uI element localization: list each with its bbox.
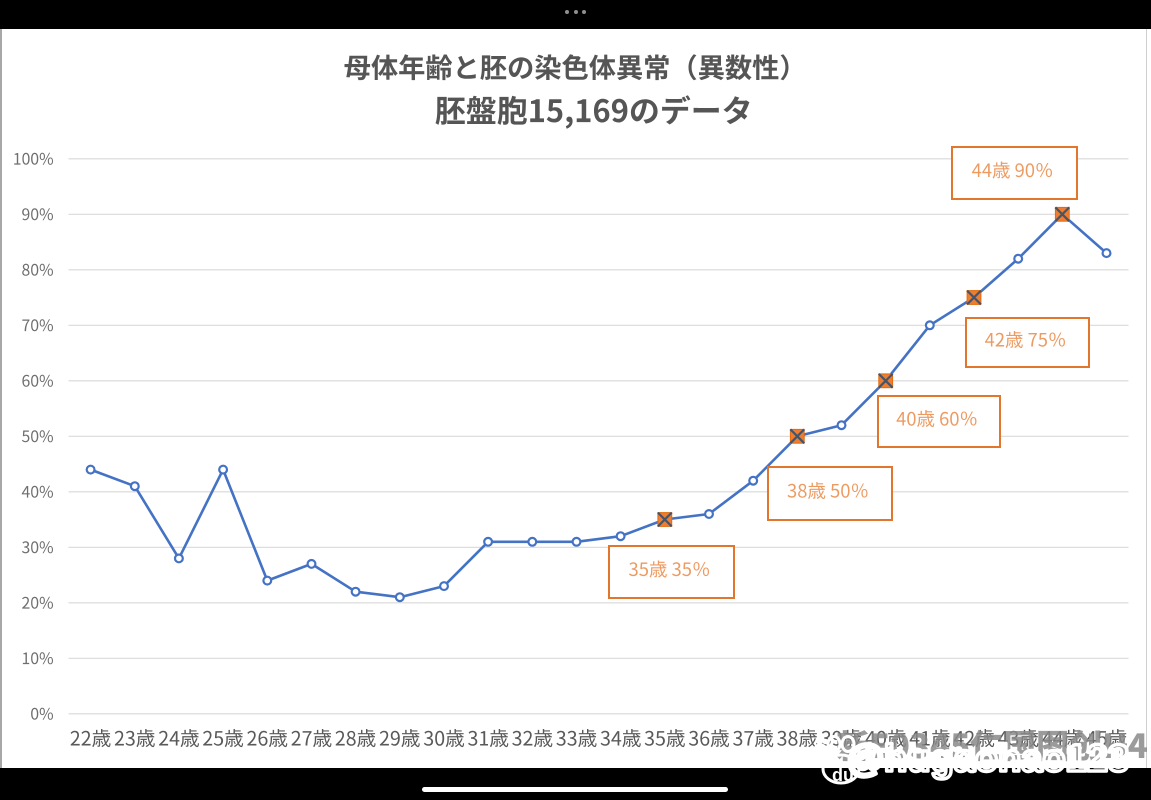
svg-text:du: du: [832, 765, 854, 785]
svg-text:@hugaohao123: @hugaohao123: [847, 738, 1129, 780]
